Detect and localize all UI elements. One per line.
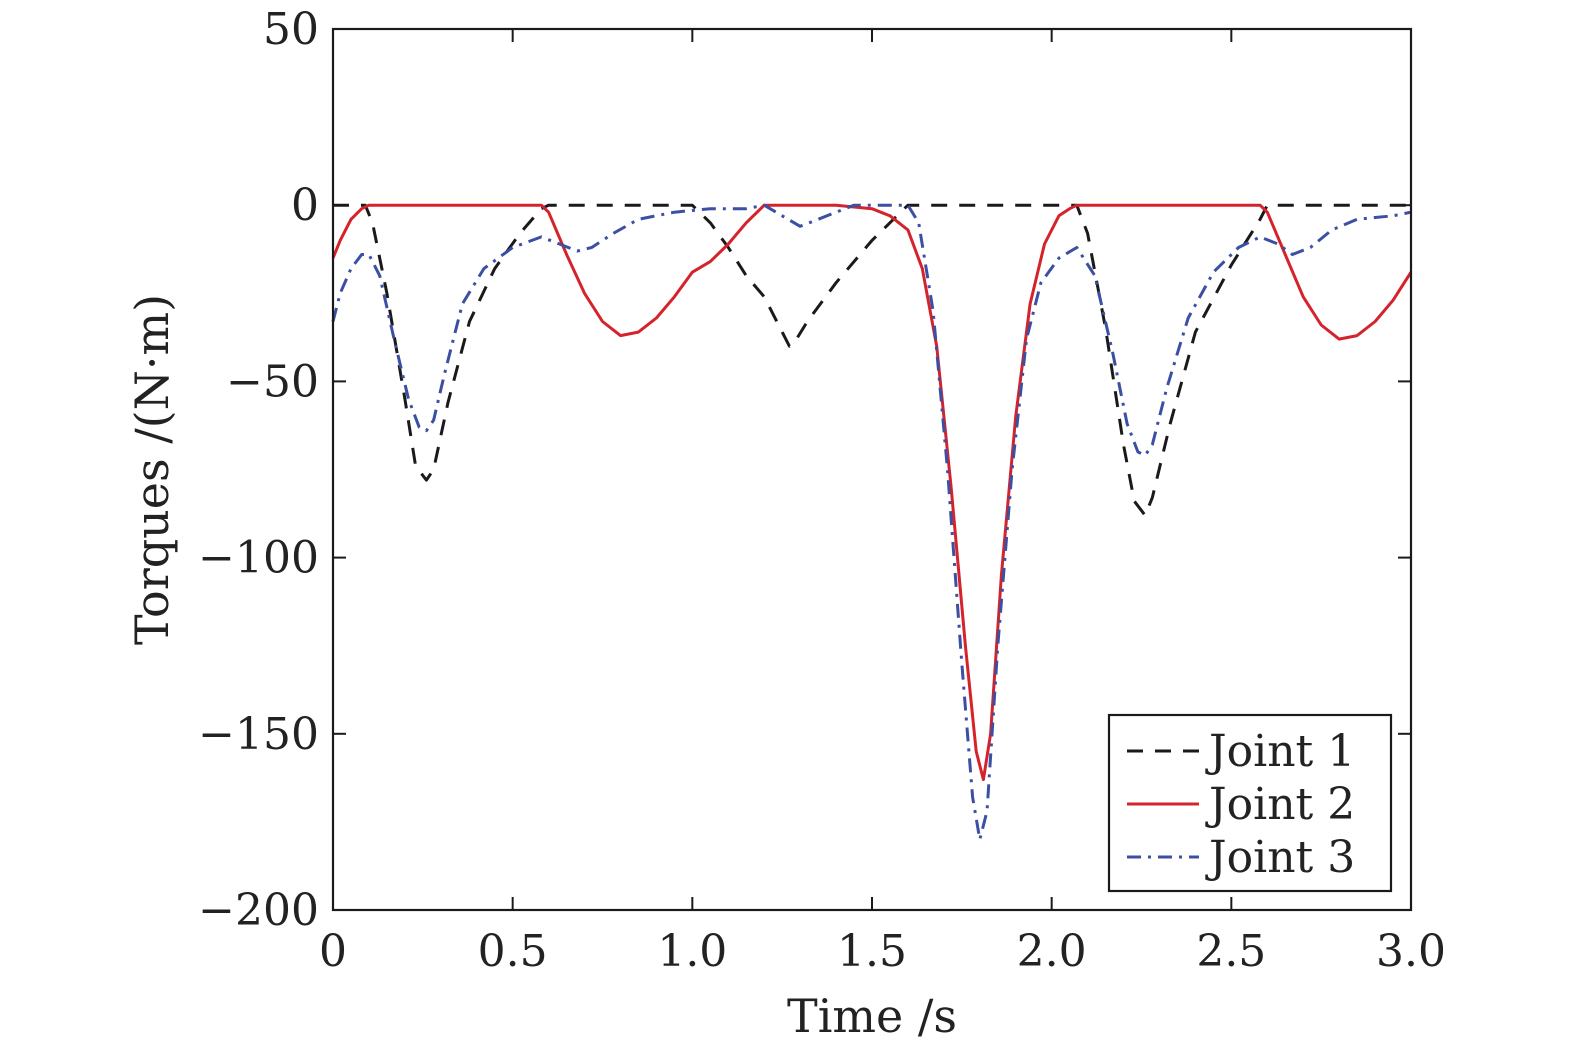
tick-labels-layer: 0 0.5 1.0 1.5 2.0 2.5 3.0 50 0 −50 −100 −150 −200 xyxy=(198,4,1446,977)
x-tick-label: 2.0 xyxy=(1017,926,1087,977)
series-line-joint-2 xyxy=(331,203,1413,782)
x-tick-label: 1.0 xyxy=(657,926,727,977)
y-tick-label: 0 xyxy=(291,180,319,231)
y-tick-label: −150 xyxy=(198,709,319,760)
y-tick-label: 50 xyxy=(263,4,319,55)
ticks-layer xyxy=(332,28,1412,911)
legend-label-joint-1: Joint 1 xyxy=(1205,726,1355,777)
x-axis-title: Time /s xyxy=(787,989,957,1043)
legend-label-joint-2: Joint 2 xyxy=(1205,779,1355,830)
series-line-joint-1 xyxy=(333,203,1411,517)
series-layer xyxy=(331,203,1413,841)
x-tick-label: 2.5 xyxy=(1196,926,1266,977)
y-axis-title: Torques /(N·m) xyxy=(125,294,179,645)
legend-label-joint-3: Joint 3 xyxy=(1205,832,1355,883)
x-tick-label: 0 xyxy=(319,926,347,977)
x-tick-label: 0.5 xyxy=(478,926,548,977)
y-tick-label: −50 xyxy=(226,356,319,407)
y-tick-label: −100 xyxy=(198,533,319,584)
x-tick-label: 3.0 xyxy=(1376,926,1446,977)
y-tick-label: −200 xyxy=(198,885,319,936)
x-tick-label: 1.5 xyxy=(837,926,907,977)
